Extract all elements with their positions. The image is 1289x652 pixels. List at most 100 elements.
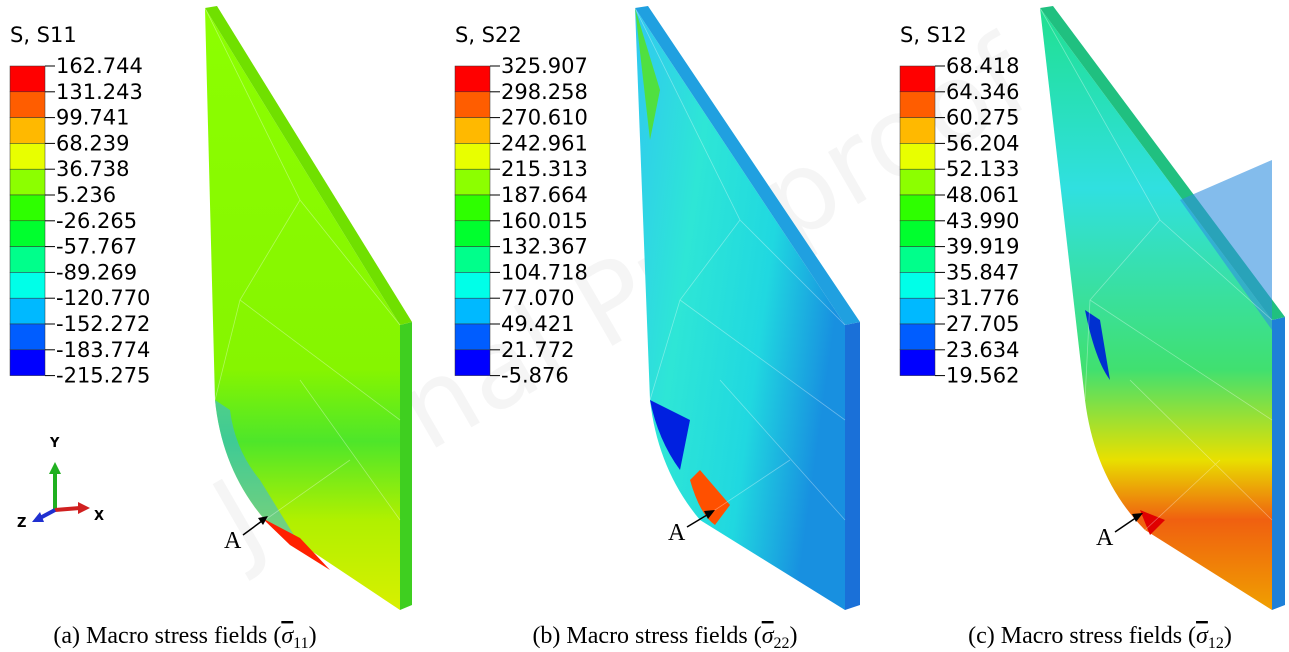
triad-z: Z	[17, 516, 26, 531]
legend-band	[9, 117, 46, 144]
plate-c	[1039, 6, 1285, 610]
legend-label: 27.705	[946, 312, 1019, 336]
caption-part: )	[790, 623, 798, 649]
legend-band	[454, 220, 491, 247]
legend-label: 131.243	[56, 80, 143, 104]
legend-band	[9, 323, 46, 351]
legend-band	[454, 65, 491, 93]
legend-label: 270.610	[501, 106, 588, 130]
legend-band	[899, 220, 936, 247]
legend-band	[899, 323, 936, 351]
legend-band	[899, 246, 936, 273]
legend-band	[899, 194, 936, 222]
legend-band	[454, 143, 491, 170]
legend-band	[9, 246, 46, 273]
legend-label: 162.744	[56, 54, 143, 78]
legend-label: 215.313	[501, 157, 588, 181]
point-a-label: A	[668, 520, 686, 546]
legend-title: S, S22	[455, 23, 522, 47]
legend-band	[899, 297, 936, 325]
legend-band	[9, 65, 46, 93]
legend-band	[454, 168, 491, 196]
caption-part: 22	[774, 635, 790, 652]
legend-label: -89.269	[56, 260, 137, 284]
caption: (a) Macro stress fields (σ11)	[53, 623, 316, 652]
triad-x: X	[94, 509, 104, 524]
legend-band	[9, 272, 46, 299]
legend-band	[454, 272, 491, 299]
legend-label: 48.061	[946, 183, 1019, 207]
legend-band	[454, 91, 491, 118]
triad-y: Y	[49, 436, 60, 451]
legend-label: 160.015	[501, 209, 588, 233]
legend-label: 21.772	[501, 338, 574, 362]
legend-band	[454, 117, 491, 144]
legend-label: 64.346	[946, 80, 1019, 104]
legend-band	[899, 272, 936, 299]
legend-label: 5.236	[56, 183, 116, 207]
legend-band	[454, 246, 491, 273]
legend-label: -57.767	[56, 235, 137, 259]
legend-band	[899, 65, 936, 93]
caption-part: )	[309, 623, 317, 649]
legend-band	[899, 349, 936, 376]
caption: (c) Macro stress fields (σ12)	[968, 623, 1232, 652]
plate-b	[634, 6, 860, 610]
legend-label: 52.133	[946, 157, 1019, 181]
caption-part: 11	[293, 635, 308, 652]
legend-label: 49.421	[501, 312, 574, 336]
legend-label: -215.275	[56, 364, 150, 388]
caption-part: σ	[281, 623, 294, 649]
legend-label: 35.847	[946, 260, 1019, 284]
legend-label: 242.961	[501, 131, 588, 155]
legend-label: 325.907	[501, 54, 588, 78]
legend-title: S, S11	[10, 23, 77, 47]
caption-part: )	[1224, 623, 1232, 649]
point-labels: A A A	[224, 510, 1143, 554]
legend-band	[9, 194, 46, 222]
point-a-label: A	[224, 528, 242, 554]
legend-label: 36.738	[56, 157, 129, 181]
legend-band	[454, 297, 491, 325]
legend-label: 31.776	[946, 286, 1019, 310]
legend-band	[9, 143, 46, 170]
legend-label: 99.741	[56, 106, 129, 130]
legend-label: -120.770	[56, 286, 150, 310]
legend-label: -183.774	[56, 338, 150, 362]
legend-band	[9, 297, 46, 325]
legend-label: 104.718	[501, 260, 588, 284]
legend-label: 298.258	[501, 80, 588, 104]
legend-label: -5.876	[501, 364, 569, 388]
legend-label: 23.634	[946, 338, 1019, 362]
legend-band	[899, 91, 936, 118]
legend-band	[899, 117, 936, 144]
caption-part: (a) Macro stress fields (	[53, 623, 281, 649]
legend-label: -26.265	[56, 209, 137, 233]
caption-part: (b) Macro stress fields (	[532, 623, 761, 649]
legend-band	[899, 168, 936, 196]
legend-label: -152.272	[56, 312, 150, 336]
legend-label: 43.990	[946, 209, 1019, 233]
plate-a	[204, 6, 412, 610]
legend-label: 39.919	[946, 235, 1019, 259]
legend-label: 56.204	[946, 131, 1019, 155]
legend-title: S, S12	[900, 23, 967, 47]
legend-label: 132.367	[501, 235, 588, 259]
caption-part: (c) Macro stress fields (	[968, 623, 1196, 649]
legend-label: 68.239	[56, 131, 129, 155]
legend-band	[9, 91, 46, 118]
legend-label: 68.418	[946, 54, 1019, 78]
legend-label: 77.070	[501, 286, 574, 310]
legend-label: 60.275	[946, 106, 1019, 130]
legend-label: 187.664	[501, 183, 588, 207]
point-a-label: A	[1096, 525, 1114, 551]
legend-band	[454, 194, 491, 222]
axis-triad: Y Z X	[17, 436, 104, 531]
legend-band	[9, 220, 46, 247]
caption-part: 12	[1208, 635, 1224, 652]
caption-part: σ	[1196, 623, 1209, 649]
caption-part: σ	[762, 623, 775, 649]
legend-band	[9, 349, 46, 376]
legend-label: 19.562	[946, 364, 1019, 388]
